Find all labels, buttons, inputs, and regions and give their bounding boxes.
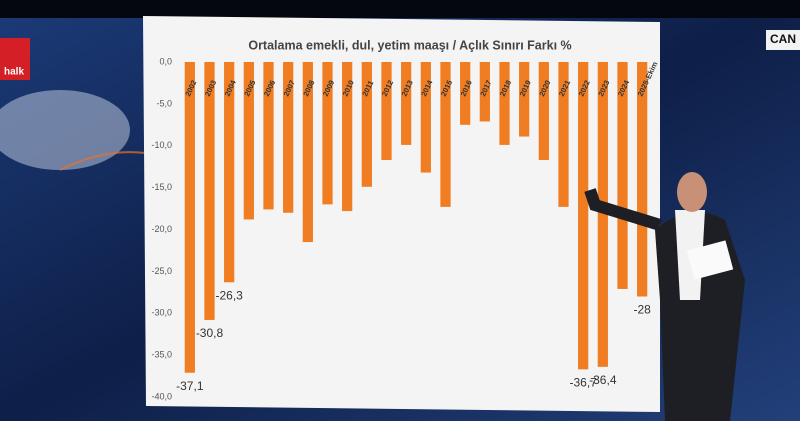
corner-tag-box — [766, 30, 800, 50]
corner-tag: CAN — [770, 32, 796, 46]
presenter-arm — [584, 188, 662, 231]
bar — [243, 62, 254, 220]
bar — [224, 62, 235, 283]
presenter-head — [677, 172, 707, 212]
value-label: -30,8 — [196, 326, 224, 340]
y-tick-label: -5,0 — [156, 98, 172, 108]
value-label: -37,1 — [176, 379, 204, 393]
bar — [263, 62, 274, 210]
bar — [637, 62, 648, 297]
bar — [401, 62, 412, 145]
bar — [204, 62, 215, 320]
bar — [184, 62, 195, 373]
bar — [342, 62, 353, 212]
bar — [302, 62, 313, 243]
bar — [578, 62, 589, 370]
presenter — [584, 172, 745, 421]
bar — [558, 62, 569, 207]
bar — [597, 62, 608, 367]
bar — [440, 62, 451, 207]
bar — [361, 62, 372, 187]
bar — [538, 62, 549, 160]
bar — [322, 62, 333, 205]
chart-title: Ortalama emekli, dul, yetim maaşı / Açlı… — [248, 38, 571, 52]
bar — [479, 62, 490, 122]
y-tick-label: 0,0 — [159, 56, 172, 66]
value-label: -26,3 — [215, 288, 243, 302]
bar — [499, 62, 510, 145]
bar — [283, 62, 294, 213]
value-label: -28 — [633, 303, 651, 317]
plot: 0,0 -5,0 -10,0 -15,0 -20,0 -25,0 -30,0 -35,0 -40… — [151, 56, 659, 401]
bar — [381, 62, 392, 160]
bar — [420, 62, 431, 173]
top-band — [0, 0, 800, 18]
y-tick-label: -10,0 — [151, 140, 172, 150]
y-tick-label: -40,0 — [151, 391, 172, 401]
y-tick-label: -30,0 — [151, 308, 172, 318]
paper — [686, 240, 734, 280]
bar — [460, 62, 471, 125]
logo-text: halk — [4, 67, 24, 78]
bar — [519, 62, 530, 137]
bar — [617, 62, 628, 289]
y-tick-label: -25,0 — [151, 266, 172, 276]
value-label: -36,7 — [569, 376, 597, 390]
y-tick-label: -35,0 — [151, 350, 172, 360]
value-label: -36,4 — [589, 373, 617, 387]
logo-box — [0, 38, 30, 80]
cloud-decor — [0, 90, 130, 170]
y-tick-label: -15,0 — [151, 182, 172, 192]
y-tick-label: -20,0 — [151, 224, 172, 234]
